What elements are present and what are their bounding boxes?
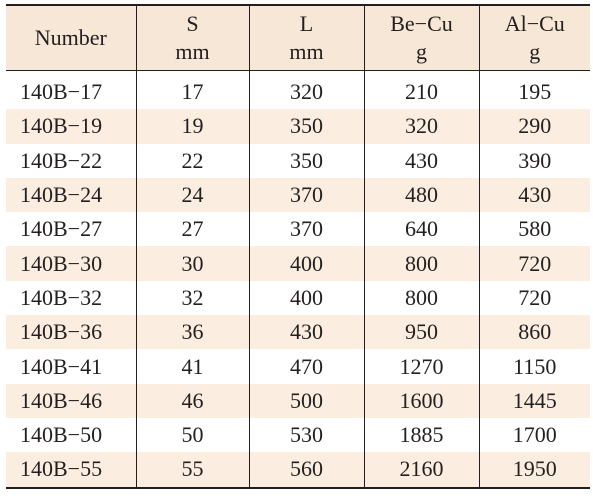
header-number: Number	[6, 5, 137, 71]
table-row: 140B−46 46 500 1600 1445	[6, 383, 590, 418]
cell-be-cu: 800	[364, 246, 480, 281]
cell-l: 470	[249, 349, 365, 384]
table-row: 140B−32 32 400 800 720	[6, 280, 590, 316]
cell-s: 17	[136, 70, 250, 110]
header-l-unit: mm	[289, 39, 324, 64]
cell-s: 41	[136, 349, 250, 384]
cell-number: 140B−24	[6, 177, 137, 213]
cell-be-cu: 1600	[364, 383, 480, 418]
cell-be-cu: 2160	[364, 452, 480, 488]
table-row: 140B−24 24 370 480 430	[6, 177, 590, 213]
cell-l: 560	[249, 452, 365, 488]
cell-be-cu: 1270	[364, 349, 480, 384]
cell-s: 27	[136, 212, 250, 247]
table-row: 140B−36 36 430 950 860	[6, 315, 590, 350]
cell-al-cu: 390	[518, 147, 552, 173]
cell-number: 140B−55	[6, 452, 137, 488]
header-l-label: L	[299, 11, 314, 36]
header-al-cu-label: Al−Cu	[504, 11, 565, 36]
cell-al-cu: 720	[518, 284, 552, 310]
cell-al-cu: 1950	[512, 456, 557, 482]
cell-be-cu: 640	[364, 212, 480, 247]
header-al-cu-unit: g	[529, 39, 541, 64]
cell-al-cu: 860	[518, 319, 552, 345]
header-s-unit: mm	[175, 39, 210, 64]
spec-table-container: Number S mm L mm Be−Cu g Al−Cu g	[6, 4, 590, 493]
spec-table: Number S mm L mm Be−Cu g Al−Cu g	[6, 4, 590, 489]
cell-number: 140B−30	[6, 246, 137, 281]
cell-l: 320	[249, 70, 365, 110]
cell-be-cu: 210	[364, 70, 480, 110]
cell-al-cu: 195	[518, 79, 552, 105]
header-be-cu-label: Be−Cu	[390, 11, 453, 36]
header-be-cu-unit: g	[416, 39, 427, 64]
cell-number: 140B−46	[6, 383, 137, 418]
cell-number: 140B−36	[6, 315, 137, 350]
cell-l: 400	[249, 280, 365, 316]
table-row: 140B−55 55 560 2160 1950	[6, 452, 590, 488]
cell-al-cu: 430	[518, 182, 552, 208]
cell-s: 19	[136, 109, 250, 144]
cell-l: 370	[249, 212, 365, 247]
cell-number: 140B−19	[6, 109, 137, 144]
cell-al-cu: 720	[518, 250, 552, 276]
header-be-cu: Be−Cu g	[364, 5, 480, 71]
table-row: 140B−19 19 350 320 290	[6, 109, 590, 144]
header-l: L mm	[249, 5, 365, 71]
cell-al-cu: 290	[518, 113, 552, 139]
cell-l: 370	[249, 177, 365, 213]
header-s: S mm	[136, 5, 250, 71]
cell-number: 140B−27	[6, 212, 137, 247]
table-row: 140B−41 41 470 1270 1150	[6, 349, 590, 384]
cell-l: 500	[249, 383, 365, 418]
header-number-label: Number	[34, 25, 107, 50]
header-s-label: S	[186, 11, 199, 36]
table-row: 140B−22 22 350 430 390	[6, 143, 590, 178]
cell-l: 430	[249, 315, 365, 350]
cell-be-cu: 800	[364, 280, 480, 316]
cell-l: 400	[249, 246, 365, 281]
cell-s: 32	[136, 280, 250, 316]
cell-s: 36	[136, 315, 250, 350]
cell-s: 50	[136, 417, 250, 453]
cell-al-cu: 1700	[512, 422, 557, 448]
table-header: Number S mm L mm Be−Cu g Al−Cu g	[6, 5, 590, 71]
cell-l: 350	[249, 109, 365, 144]
cell-number: 140B−32	[6, 280, 137, 316]
cell-be-cu: 1885	[364, 417, 480, 453]
table-row: 140B−50 50 530 1885 1700	[6, 417, 590, 453]
cell-be-cu: 320	[364, 109, 480, 144]
table-row: 140B−17 17 320 210 195	[6, 70, 590, 110]
cell-be-cu: 480	[364, 177, 480, 213]
header-al-cu: Al−Cu g	[479, 5, 590, 71]
cell-number: 140B−41	[6, 349, 137, 384]
table-row: 140B−27 27 370 640 580	[6, 212, 590, 247]
cell-l: 530	[249, 417, 365, 453]
cell-number: 140B−22	[6, 143, 137, 178]
table-row: 140B−30 30 400 800 720	[6, 246, 590, 281]
cell-s: 30	[136, 246, 250, 281]
cell-number: 140B−17	[6, 70, 137, 110]
cell-s: 24	[136, 177, 250, 213]
cell-l: 350	[249, 143, 365, 178]
cell-be-cu: 950	[364, 315, 480, 350]
cell-al-cu: 1445	[512, 387, 557, 413]
cell-be-cu: 430	[364, 143, 480, 178]
cell-al-cu: 580	[518, 216, 552, 242]
header-row: Number S mm L mm Be−Cu g Al−Cu g	[6, 5, 590, 71]
cell-number: 140B−50	[6, 417, 137, 453]
cell-s: 46	[136, 383, 250, 418]
cell-s: 55	[136, 452, 250, 488]
cell-al-cu: 1150	[513, 353, 557, 379]
table-body: 140B−17 17 320 210 195 140B−19 19 350 32…	[6, 70, 590, 488]
cell-s: 22	[136, 143, 250, 178]
